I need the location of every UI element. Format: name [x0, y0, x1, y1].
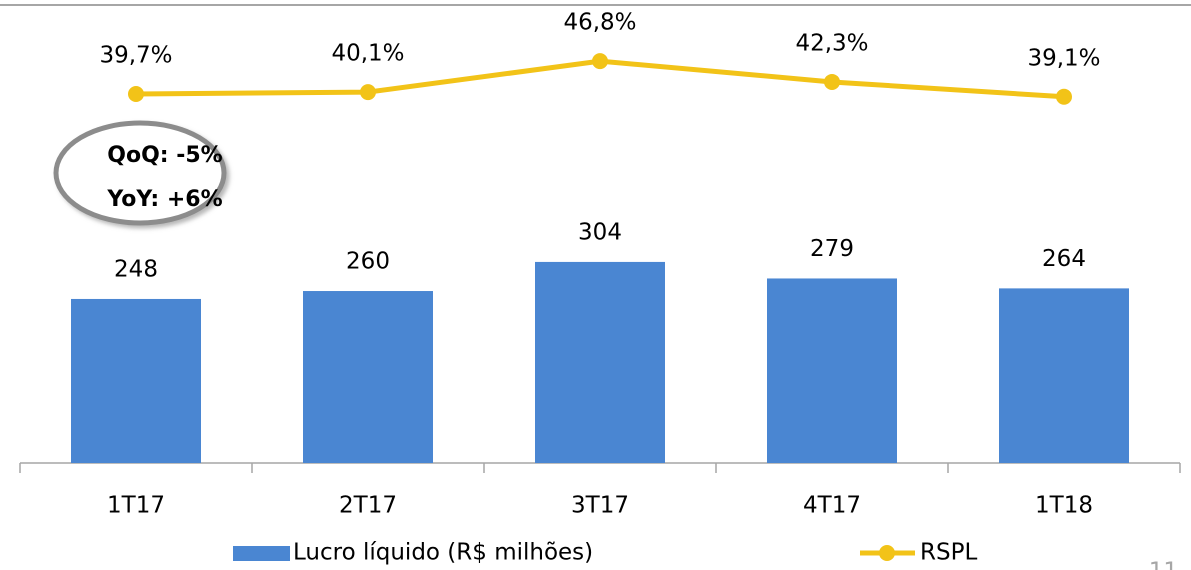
callout-ellipse: [53, 120, 227, 226]
line-marker: [592, 53, 608, 70]
annotation: YoY: +6%: [106, 187, 222, 212]
data-label: 264: [1042, 246, 1086, 272]
data-label: 248: [114, 256, 158, 282]
data-label: 40,1%: [331, 41, 404, 67]
x-tick-label: 1T17: [107, 493, 165, 519]
data-label: 260: [346, 249, 390, 275]
line-marker: [128, 85, 144, 102]
x-tick-label: 2T17: [339, 493, 397, 519]
line-marker: [824, 73, 840, 90]
legend-label: Lucro líquido (R$ milhões): [293, 540, 593, 566]
x-tick-label: 3T17: [571, 493, 629, 519]
annotation: QoQ: -5%: [107, 143, 222, 168]
data-label: 42,3%: [795, 30, 868, 56]
legend-label: RSPL: [920, 540, 977, 566]
bar: [999, 288, 1129, 463]
legend-swatch: [233, 546, 290, 561]
bar: [71, 298, 201, 463]
line-marker: [1056, 88, 1072, 105]
legend-swatch: [879, 545, 895, 561]
page-number: 11: [1149, 559, 1178, 570]
data-label: 304: [578, 219, 622, 245]
data-label: 39,7%: [99, 42, 172, 68]
data-label: 46,8%: [563, 10, 636, 36]
data-label: 279: [810, 236, 854, 262]
bar: [303, 291, 433, 463]
bar: [767, 278, 897, 463]
x-tick-label: 4T17: [803, 493, 861, 519]
bar: [535, 261, 665, 463]
line-marker: [360, 84, 376, 101]
x-tick-label: 1T18: [1035, 493, 1093, 519]
data-label: 39,1%: [1027, 45, 1100, 71]
